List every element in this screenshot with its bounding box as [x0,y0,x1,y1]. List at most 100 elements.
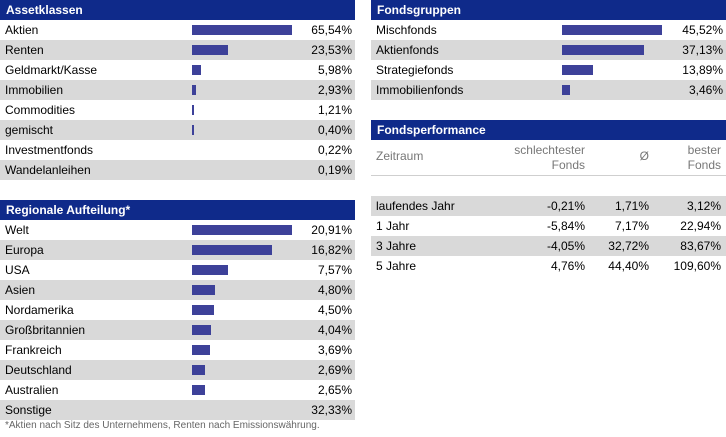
table-row: 3 Jahre -4,05% 32,72% 83,67% [371,236,726,256]
list-item: Nordamerika 4,50% [0,300,355,320]
share-bar [192,85,196,95]
share-bar [192,65,201,75]
list-item: Asien 4,80% [0,280,355,300]
fondsperformance-header: Fondsperformance [371,120,726,140]
item-label: Renten [5,43,44,57]
item-value: 4,04% [317,323,352,337]
item-label: Aktien [5,23,39,37]
item-value: 3,69% [317,343,352,357]
item-label: Asien [5,283,36,297]
performance-table-header: Zeitraum schlechtester Fonds Ø bester Fo… [371,140,726,176]
best-cell: 3,12% [686,199,721,213]
share-bar [192,385,205,395]
share-bar [192,225,292,235]
item-label: USA [5,263,30,277]
worst-cell: 4,76% [550,259,585,273]
list-item: Mischfonds 45,52% [371,20,726,40]
assetklassen-header: Assetklassen [0,0,355,20]
list-item: Strategiefonds 13,89% [371,60,726,80]
share-bar [192,265,228,275]
assetklassen-list: Aktien 65,54% Renten 23,53% Geldmarkt/Kasse 5… [0,20,355,180]
item-label: Commodities [5,103,76,117]
list-item: USA 7,57% [0,260,355,280]
table-row: laufendes Jahr -0,21% 1,71% 3,12% [371,196,726,216]
col-best-line2: Fonds [687,158,721,172]
item-label: Immobilienfonds [376,83,464,97]
share-bar [192,345,210,355]
item-label: Aktienfonds [376,43,439,57]
item-value: 3,46% [688,83,723,97]
item-value: 5,98% [317,63,352,77]
item-value: 0,40% [317,123,352,137]
list-item: Renten 23,53% [0,40,355,60]
list-item: Immobilien 2,93% [0,80,355,100]
share-bar [192,105,194,115]
list-item: Immobilienfonds 3,46% [371,80,726,100]
period-cell: 3 Jahre [376,239,417,253]
avg-cell: 44,40% [608,259,649,273]
fondsgruppen-list: Mischfonds 45,52% Aktienfonds 37,13% Strateg… [371,20,726,100]
period-cell: 1 Jahr [376,219,410,233]
avg-cell: 1,71% [614,199,649,213]
list-item: Geldmarkt/Kasse 5,98% [0,60,355,80]
regionale-panel: Regionale Aufteilung* Welt 20,91% Europa 16… [0,200,355,420]
list-item: Aktien 65,54% [0,20,355,40]
item-label: Frankreich [5,343,62,357]
share-bar [192,365,205,375]
performance-table-body: laufendes Jahr -0,21% 1,71% 3,12% 1 Jahr -5,8… [371,196,726,276]
list-item: gemischt 0,40% [0,120,355,140]
list-item: Deutschland 2,69% [0,360,355,380]
item-value: 7,57% [317,263,352,277]
item-value: 4,50% [317,303,352,317]
item-label: Wandelanleihen [5,163,91,177]
list-item: Frankreich 3,69% [0,340,355,360]
worst-cell: -4,05% [546,239,585,253]
item-value: 2,69% [317,363,352,377]
worst-cell: -0,21% [546,199,585,213]
regionale-header: Regionale Aufteilung* [0,200,355,220]
item-label: Sonstige [5,403,52,417]
share-bar [562,65,593,75]
period-cell: laufendes Jahr [376,199,455,213]
item-label: Immobilien [5,83,64,97]
share-bar [562,25,662,35]
list-item: Investmentfonds 0,22% [0,140,355,160]
item-value: 0,22% [317,143,352,157]
list-item: Großbritannien 4,04% [0,320,355,340]
item-label: Nordamerika [5,303,74,317]
best-cell: 22,94% [680,219,721,233]
item-value: 20,91% [311,223,352,237]
item-value: 45,52% [682,23,723,37]
share-bar [192,45,228,55]
share-bar [562,85,570,95]
item-value: 37,13% [682,43,723,57]
item-label: Investmentfonds [5,143,94,157]
share-bar [192,305,214,315]
fondsgruppen-panel: Fondsgruppen Mischfonds 45,52% Aktienfonds… [371,0,726,100]
item-value: 1,21% [317,103,352,117]
item-label: Europa [5,243,44,257]
col-worst-line2: Fonds [551,158,585,172]
worst-cell: -5,84% [546,219,585,233]
item-value: 16,82% [311,243,352,257]
item-value: 2,65% [317,383,352,397]
list-item: Commodities 1,21% [0,100,355,120]
list-item: Aktienfonds 37,13% [371,40,726,60]
table-row: 1 Jahr -5,84% 7,17% 22,94% [371,216,726,236]
item-label: gemischt [5,123,54,137]
share-bar [562,45,644,55]
item-value: 2,93% [317,83,352,97]
avg-cell: 32,72% [608,239,649,253]
col-best: bester Fonds [688,143,721,173]
item-value: 32,33% [311,403,352,417]
item-value: 13,89% [682,63,723,77]
list-item: Australien 2,65% [0,380,355,400]
col-best-line1: bester [687,143,721,157]
fondsperformance-panel: Fondsperformance Zeitraum schlechtester … [371,120,726,276]
avg-cell: 7,17% [614,219,649,233]
regionale-list: Welt 20,91% Europa 16,82% USA 7,57% Asien 4,80%… [0,220,355,420]
col-worst-line1: schlechtester [514,143,585,157]
performance-spacer [371,176,726,196]
best-cell: 83,67% [680,239,721,253]
assetklassen-panel: Assetklassen Aktien 65,54% Renten 23,53% Gel… [0,0,355,180]
